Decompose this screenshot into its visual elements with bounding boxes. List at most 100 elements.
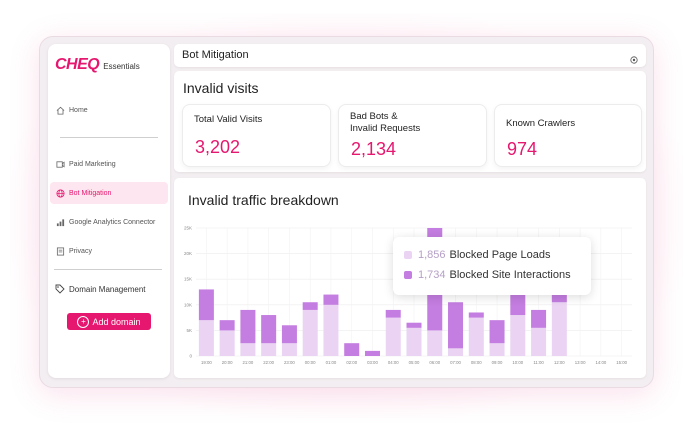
- bar-blocked-site-interactions: [385, 309, 401, 318]
- section-title: Invalid visits: [183, 80, 259, 96]
- x-tick-label: 09:00: [492, 360, 503, 365]
- analytics-icon: [55, 217, 65, 227]
- sidebar-item-label: Paid Marketing: [69, 160, 116, 168]
- globe-icon: [55, 188, 65, 198]
- bar-blocked-site-interactions: [240, 309, 256, 344]
- legend-value: 1,734: [418, 269, 446, 281]
- sidebar-item-label: Bot Mitigation: [69, 189, 112, 197]
- legend-name: Blocked Site Interactions: [449, 269, 571, 281]
- bar-blocked-page-loads: [240, 343, 256, 356]
- invalid-visits-panel: Invalid visits Total Valid Visits 3,202 …: [174, 71, 646, 172]
- bar-blocked-site-interactions: [281, 325, 297, 344]
- page-title: Bot Mitigation: [182, 49, 249, 61]
- x-tick-label: 02:00: [346, 360, 357, 365]
- x-tick-label: 04:00: [388, 360, 399, 365]
- bar-blocked-page-loads: [281, 343, 297, 356]
- y-tick-label: 0: [189, 354, 192, 359]
- stat-card-bad-bots: Bad Bots & Invalid Requests 2,134: [338, 104, 487, 167]
- bar-blocked-site-interactions: [364, 350, 380, 356]
- paid-marketing-icon: [55, 159, 65, 169]
- bar-blocked-page-loads: [510, 315, 526, 356]
- x-tick-label: 03:00: [367, 360, 378, 365]
- bar-blocked-page-loads: [219, 330, 235, 356]
- bar-blocked-site-interactions: [468, 312, 484, 318]
- sidebar-item-google-analytics[interactable]: Google Analytics Connector: [50, 211, 168, 233]
- x-tick-label: 00:00: [305, 360, 316, 365]
- legend-item: 1,856 Blocked Page Loads: [404, 249, 550, 261]
- x-tick-label: 08:00: [471, 360, 482, 365]
- bar-blocked-page-loads: [448, 348, 464, 356]
- x-tick-label: 22:00: [263, 360, 274, 365]
- stat-label: Known Crawlers: [506, 118, 576, 129]
- bar-blocked-site-interactions: [323, 294, 339, 305]
- add-domain-label: Add domain: [92, 316, 141, 327]
- bar-blocked-site-interactions: [448, 302, 464, 349]
- x-tick-label: 11:00: [533, 360, 544, 365]
- privacy-icon: [55, 246, 65, 256]
- x-tick-label: 05:00: [409, 360, 420, 365]
- x-tick-label: 21:00: [243, 360, 254, 365]
- x-tick-label: 12:00: [554, 360, 565, 365]
- legend-item: 1,734 Blocked Site Interactions: [404, 269, 571, 281]
- stat-value: 3,202: [195, 137, 241, 157]
- x-tick-label: 01:00: [326, 360, 337, 365]
- legend-value: 1,856: [418, 249, 446, 261]
- bar-blocked-site-interactions: [551, 294, 567, 303]
- tag-icon: [55, 284, 65, 294]
- x-tick-label: 20:00: [222, 360, 233, 365]
- add-domain-button[interactable]: + Add domain: [67, 313, 151, 330]
- logo-product: Essentials: [103, 62, 140, 71]
- x-tick-label: 10:00: [512, 360, 523, 365]
- bar-blocked-site-interactions: [406, 322, 422, 328]
- sidebar-item-label: Google Analytics Connector: [69, 218, 156, 226]
- y-tick-label: 20K: [184, 251, 192, 256]
- sidebar-item-bot-mitigation[interactable]: Bot Mitigation: [50, 182, 168, 204]
- x-tick-label: 23:00: [284, 360, 295, 365]
- bar-blocked-site-interactions: [261, 315, 277, 344]
- x-tick-label: 07:00: [450, 360, 461, 365]
- bar-blocked-site-interactions: [531, 309, 547, 328]
- bar-blocked-site-interactions: [489, 320, 505, 344]
- home-icon: [55, 105, 65, 115]
- legend-swatch: [404, 251, 412, 259]
- settings-icon[interactable]: [630, 51, 638, 64]
- bar-blocked-page-loads: [468, 317, 484, 356]
- bar-blocked-page-loads: [427, 330, 443, 356]
- bar-blocked-page-loads: [261, 343, 277, 356]
- legend-swatch: [404, 271, 412, 279]
- bar-blocked-page-loads: [531, 327, 547, 356]
- stat-value: 2,134: [351, 139, 397, 159]
- x-tick-label: 14:00: [595, 360, 606, 365]
- bar-blocked-site-interactions: [302, 302, 318, 310]
- stat-label-line2: Invalid Requests: [350, 123, 421, 134]
- traffic-chart: 0 5K 10K 15K 20K 25K 19:00 20:00 21:00 22:00 23:00…: [184, 226, 632, 365]
- bar-blocked-page-loads: [385, 317, 401, 356]
- sidebar-item-home[interactable]: Home: [50, 99, 168, 121]
- stat-card-total-valid: Total Valid Visits 3,202: [182, 104, 331, 167]
- sidebar-item-label: Domain Management: [69, 284, 146, 294]
- sidebar-item-domain-management[interactable]: Domain Management: [50, 278, 168, 300]
- legend-name: Blocked Page Loads: [449, 249, 551, 261]
- sidebar-item-label: Privacy: [69, 247, 92, 255]
- sidebar-item-label: Home: [69, 106, 88, 114]
- logo-mark: CHEQ: [55, 56, 100, 73]
- x-tick-label: 15:00: [616, 360, 627, 365]
- y-tick-label: 5K: [186, 328, 192, 333]
- sidebar-divider: [60, 137, 158, 138]
- sidebar-item-privacy[interactable]: Privacy: [50, 240, 168, 262]
- bar-blocked-page-loads: [489, 343, 505, 356]
- section-title: Invalid traffic breakdown: [188, 192, 339, 208]
- x-tick-label: 13:00: [575, 360, 586, 365]
- bar-blocked-page-loads: [406, 327, 422, 356]
- sidebar: CHEQ Essentials Home Paid Marketing Bot …: [48, 44, 170, 378]
- sidebar-divider: [54, 269, 162, 270]
- stat-label: Total Valid Visits: [194, 114, 263, 125]
- chart-legend: 1,856 Blocked Page Loads 1,734 Blocked S…: [393, 237, 591, 295]
- y-tick-label: 25K: [184, 226, 192, 231]
- stat-card-known-crawlers: Known Crawlers 974: [494, 104, 642, 167]
- stat-label-line1: Bad Bots &: [350, 111, 398, 122]
- sidebar-item-paid-marketing[interactable]: Paid Marketing: [50, 153, 168, 175]
- y-tick-label: 15K: [184, 277, 192, 282]
- logo: CHEQ Essentials: [55, 56, 140, 74]
- bar-blocked-site-interactions: [219, 320, 235, 331]
